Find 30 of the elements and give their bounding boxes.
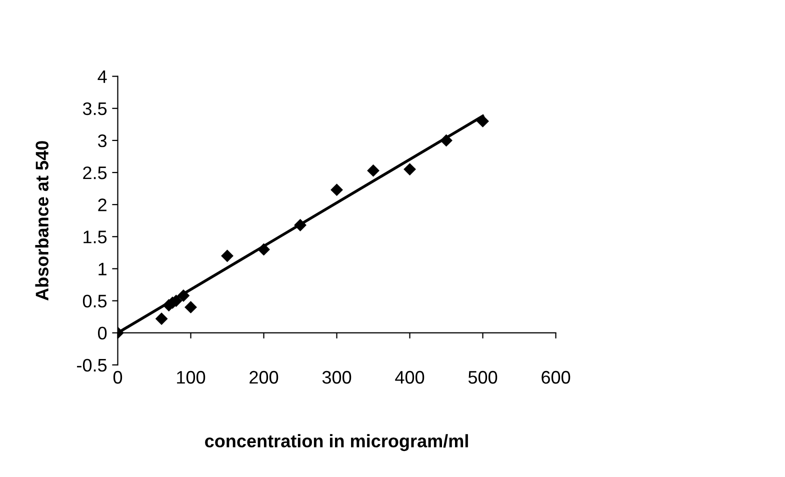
point	[330, 184, 343, 196]
point	[155, 312, 168, 325]
x-tick-label: 300	[322, 370, 352, 384]
point	[367, 164, 380, 177]
point	[177, 289, 190, 302]
y-tick-label: -0.5	[77, 358, 107, 372]
y-axis-title: Absorbance at 540	[35, 141, 48, 300]
y-tick-label: 2	[98, 198, 106, 212]
point	[184, 300, 197, 314]
y-tick-label: 0.5	[82, 294, 107, 308]
y-tick-label: 2.5	[83, 166, 107, 180]
x-tick-label: 200	[250, 370, 278, 384]
y-tick-label: 3.5	[82, 102, 107, 116]
y-tick-label: 0	[98, 326, 107, 340]
x-tick-label: 100	[177, 370, 206, 384]
point	[221, 250, 234, 262]
x-tick-label: 400	[395, 370, 424, 384]
x-tick-label: 500	[468, 370, 498, 384]
x-tick-label: 0	[113, 370, 122, 384]
y-tick-label: 3	[98, 134, 107, 148]
point	[476, 115, 489, 128]
y-tick-label: 1	[98, 262, 106, 276]
point	[258, 243, 270, 256]
point	[404, 163, 416, 176]
x-tick-label: 600	[542, 370, 570, 384]
y-tick-label: 1.5	[84, 230, 107, 244]
point	[440, 134, 452, 147]
x-axis-title: concentration in microgram/ml	[205, 434, 468, 452]
point	[294, 218, 306, 232]
y-tick-label: 4	[98, 70, 107, 83]
